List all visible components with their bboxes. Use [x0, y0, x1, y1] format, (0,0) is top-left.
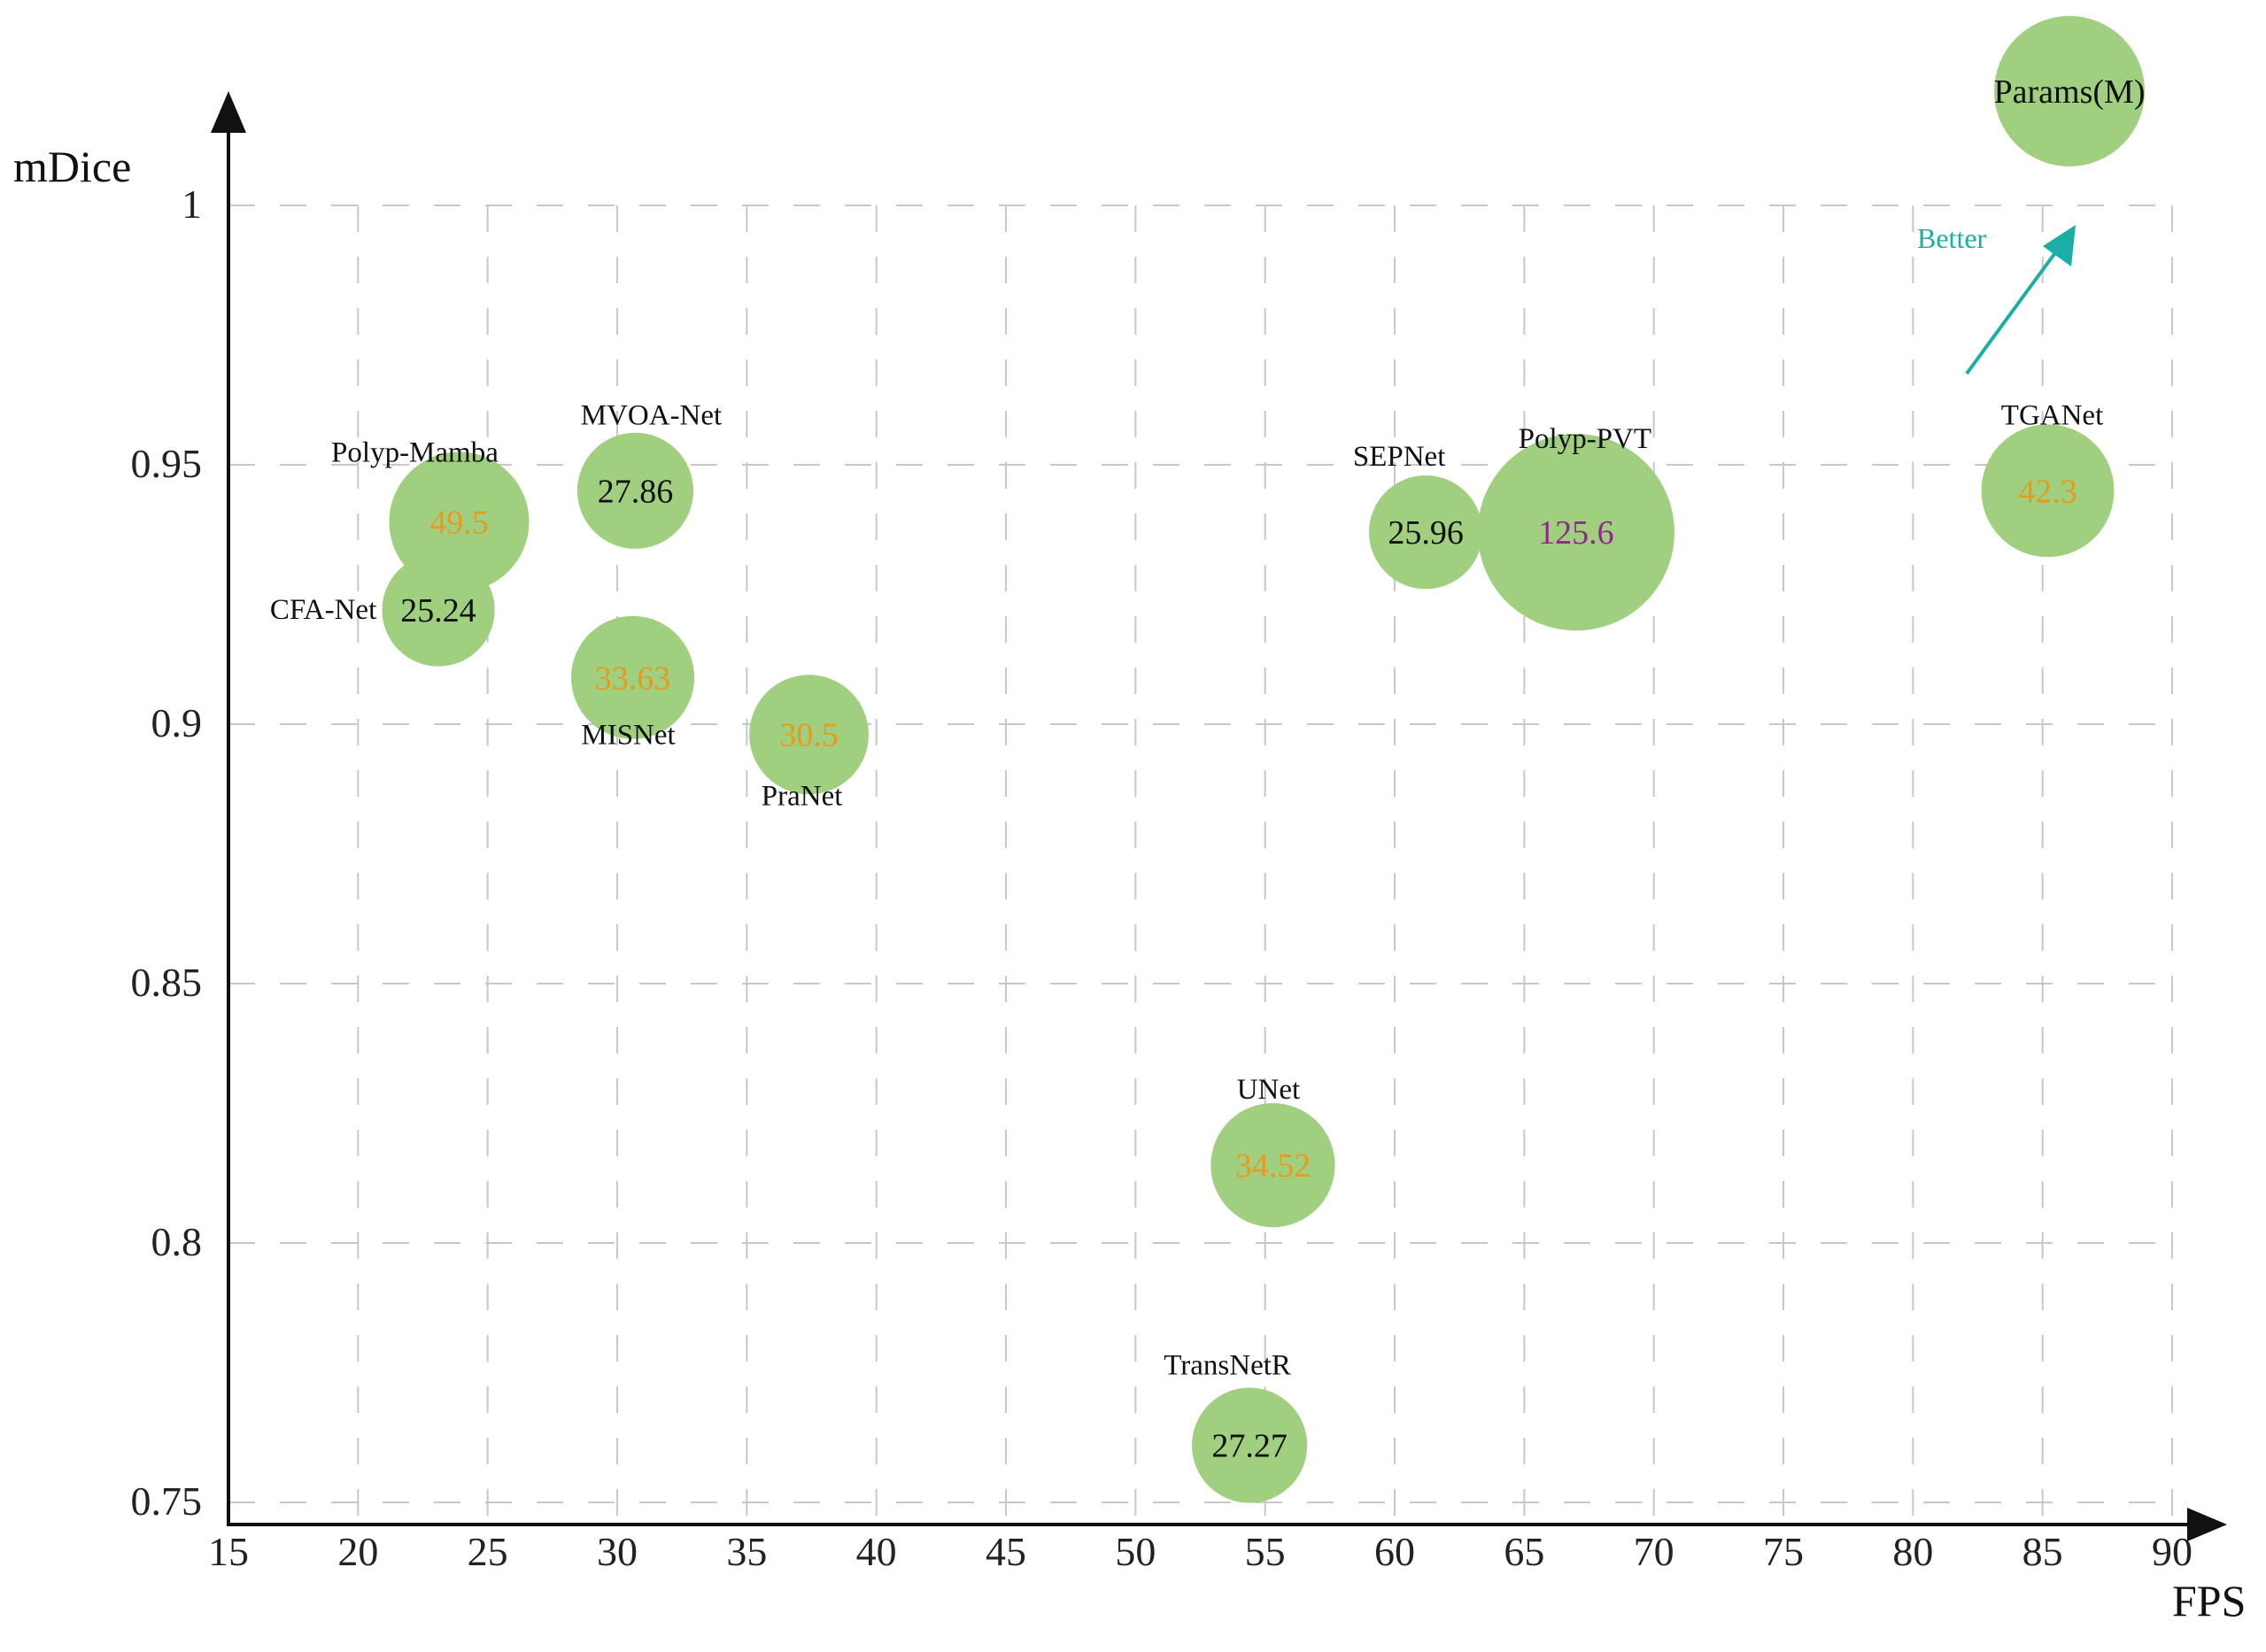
grid-lines: [228, 205, 2173, 1525]
x-tick-label: 85: [2022, 1529, 2063, 1574]
bubble-model-name: TransNetR: [1164, 1350, 1291, 1382]
x-axis-title: FPS: [2172, 1576, 2246, 1625]
bubble-misnet: [571, 615, 695, 739]
bubble-params-label: 25.24: [400, 592, 476, 629]
better-arrow-line: [1965, 246, 2061, 375]
bubble-params-label: 30.5: [779, 717, 839, 754]
bubble-cfa-net: [382, 553, 495, 667]
x-tick-label: 20: [337, 1529, 378, 1574]
x-tick-label: 70: [1634, 1529, 1674, 1574]
bubble-params-label: 34.52: [1235, 1147, 1311, 1185]
better-arrow-icon: [2043, 225, 2076, 266]
x-tick-label: 90: [2152, 1529, 2193, 1574]
bubble-model-name: Polyp-Mamba: [331, 436, 499, 468]
x-tick-label: 35: [726, 1529, 767, 1574]
bubble-mvoa-net: [576, 432, 694, 549]
y-tick-label: 0.85: [131, 960, 203, 1005]
x-tick-label: 60: [1374, 1529, 1415, 1574]
bubble-params-label: 33.63: [595, 660, 671, 697]
x-axis-arrow-icon: [2187, 1508, 2227, 1541]
bubble-tganet: [1981, 424, 2115, 558]
bubble-polyp-pvt: [1477, 434, 1674, 631]
bubble-params-label: 27.86: [598, 473, 674, 510]
bubble-transnetr: [1192, 1387, 1308, 1503]
x-tick-label: 55: [1245, 1529, 1286, 1574]
bubble-model-name: CFA-Net: [270, 594, 376, 626]
bubble-model-name: TGANet: [2001, 399, 2103, 431]
bubble-params-label: 27.27: [1211, 1428, 1288, 1465]
x-tick-label: 30: [597, 1529, 638, 1574]
bubble-params-label: 125.6: [1538, 514, 1614, 552]
bubble-unet: [1210, 1102, 1335, 1228]
x-tick-label: 25: [468, 1529, 508, 1574]
bubble-model-name: SEPNet: [1353, 441, 1446, 473]
bubble-model-name: MVOA-Net: [581, 399, 722, 431]
y-tick-label: 0.9: [151, 700, 203, 745]
x-tick-label: 50: [1115, 1529, 1156, 1574]
y-tick-label: 0.95: [131, 441, 203, 486]
x-tick-label: 75: [1763, 1529, 1804, 1574]
x-tick-label: 15: [208, 1529, 249, 1574]
better-annotation-label: Better: [1917, 222, 1987, 254]
bubble-model-name: UNet: [1237, 1074, 1300, 1106]
y-axis-title: mDice: [13, 142, 131, 191]
bubble-params-label: 49.5: [429, 504, 489, 541]
x-tick-label: 40: [856, 1529, 897, 1574]
bubble-params-label: 42.3: [2018, 473, 2077, 510]
y-tick-label: 1: [182, 181, 202, 227]
x-tick-label: 45: [986, 1529, 1026, 1574]
size-legend-label: Params(M): [1994, 73, 2146, 111]
bubble-model-name: MISNet: [581, 719, 675, 751]
y-axis-arrow-icon: [211, 91, 246, 133]
x-tick-label: 65: [1504, 1529, 1544, 1574]
bubble-model-name: PraNet: [762, 781, 843, 813]
bubble-model-name: Polyp-PVT: [1519, 423, 1651, 455]
y-tick-label: 0.75: [131, 1478, 203, 1524]
x-tick-label: 80: [1892, 1529, 1933, 1574]
bubble-pranet: [749, 675, 869, 795]
size-legend-bubble: [1994, 16, 2145, 166]
y-tick-label: 0.8: [151, 1219, 203, 1264]
bubble-sepnet: [1368, 475, 1483, 590]
bubble-params-label: 25.96: [1388, 514, 1464, 552]
